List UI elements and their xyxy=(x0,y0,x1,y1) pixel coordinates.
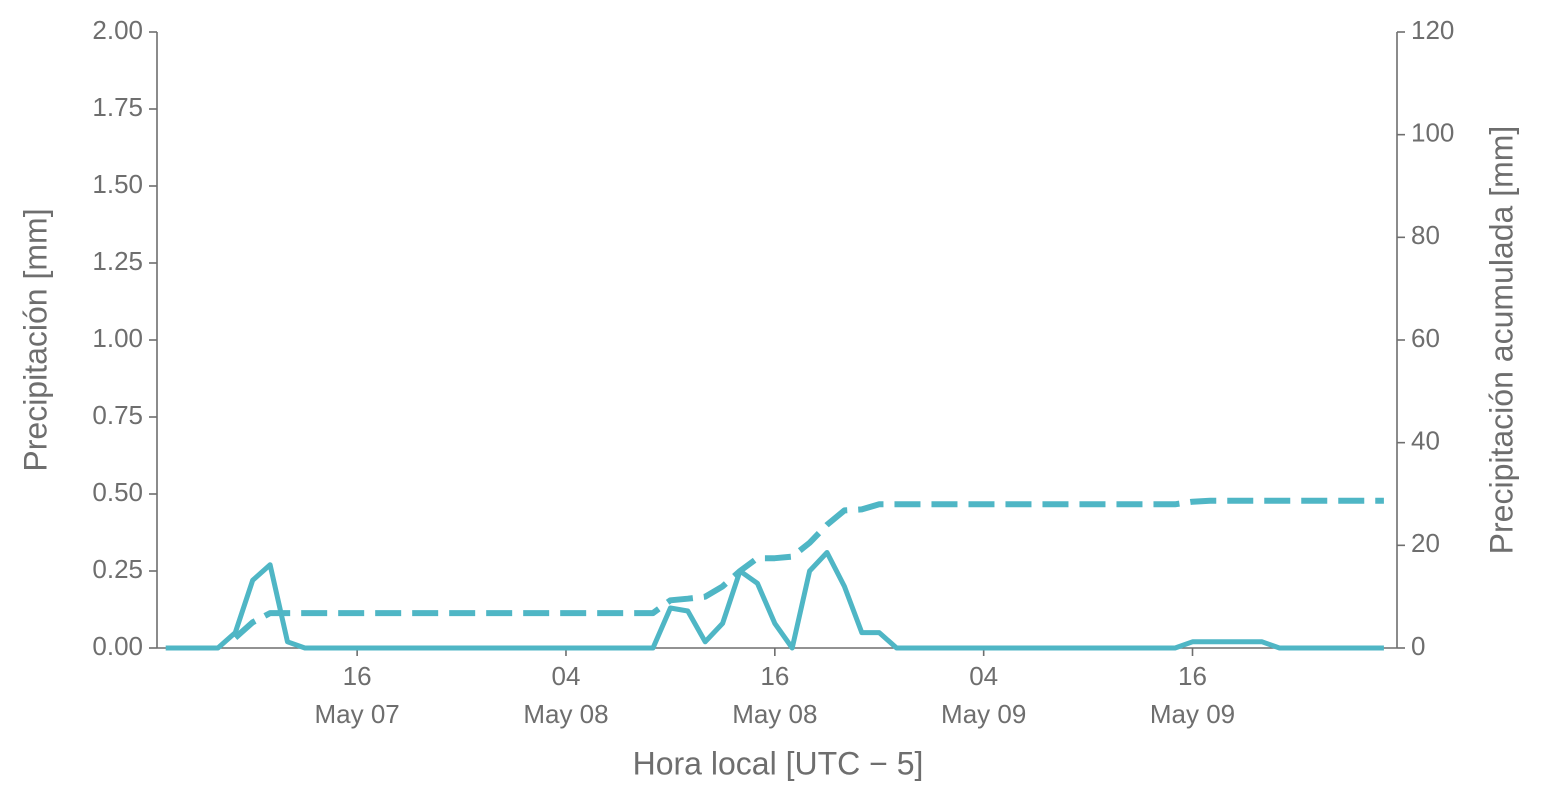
y2-tick-label: 0 xyxy=(1411,631,1425,661)
y-tick-label: 1.25 xyxy=(92,246,143,276)
x-tick-label: May 08 xyxy=(523,699,608,729)
y-tick-label: 1.00 xyxy=(92,323,143,353)
y2-tick-label: 40 xyxy=(1411,426,1440,456)
y-tick-label: 1.75 xyxy=(92,92,143,122)
y-tick-label: 0.25 xyxy=(92,554,143,584)
y2-tick-label: 60 xyxy=(1411,323,1440,353)
y-tick-label: 2.00 xyxy=(92,15,143,45)
x-tick-label: May 09 xyxy=(1150,699,1235,729)
x-axis-title: Hora local [UTC − 5] xyxy=(633,745,924,781)
y2-tick-label: 120 xyxy=(1411,15,1454,45)
y-axis-title: Precipitación [mm] xyxy=(17,208,53,471)
y-tick-label: 0.00 xyxy=(92,631,143,661)
x-tick-label: 04 xyxy=(552,661,581,691)
x-tick-label: May 08 xyxy=(732,699,817,729)
y2-tick-label: 20 xyxy=(1411,528,1440,558)
x-tick-label: 16 xyxy=(760,661,789,691)
x-tick-label: 16 xyxy=(1178,661,1207,691)
x-tick-label: 16 xyxy=(343,661,372,691)
y2-tick-label: 100 xyxy=(1411,118,1454,148)
x-tick-label: May 09 xyxy=(941,699,1026,729)
y2-tick-label: 80 xyxy=(1411,220,1440,250)
series-line xyxy=(165,550,1384,651)
x-tick-label: 04 xyxy=(969,661,998,691)
y-tick-label: 1.50 xyxy=(92,169,143,199)
series-line xyxy=(233,497,1384,640)
x-tick-label: May 07 xyxy=(315,699,400,729)
y2-axis-title: Precipitación acumulada [mm] xyxy=(1483,126,1519,555)
y-tick-label: 0.75 xyxy=(92,400,143,430)
y-tick-label: 0.50 xyxy=(92,477,143,507)
